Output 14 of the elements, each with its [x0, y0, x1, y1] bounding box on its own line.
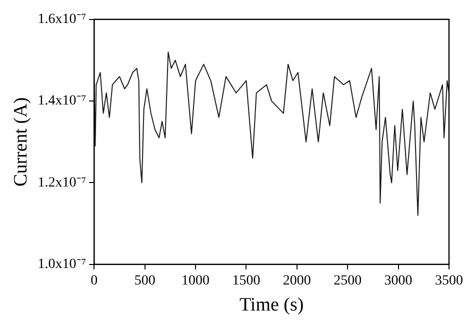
- y-tick-label: 1.4x10⁻⁷: [38, 94, 86, 109]
- x-tick-label: 0: [90, 273, 98, 288]
- y-tick-label: 1.2x10⁻⁷: [38, 175, 86, 190]
- x-axis-title: Time (s): [239, 294, 304, 316]
- y-axis-title: Current (A): [10, 97, 32, 186]
- y-tick-label: 1.6x10⁻⁷: [38, 12, 86, 28]
- x-tick-label: 1500: [232, 273, 260, 288]
- x-tick-label: 500: [134, 273, 156, 288]
- x-tick-label: 3500: [435, 273, 463, 288]
- x-tick-label: 3000: [384, 273, 412, 288]
- y-tick-label: 1.0x10⁻⁷: [38, 257, 86, 272]
- x-tick-label: 2000: [282, 273, 311, 288]
- x-tick-label: 2500: [334, 273, 362, 288]
- x-tick-label: 1000: [182, 273, 210, 288]
